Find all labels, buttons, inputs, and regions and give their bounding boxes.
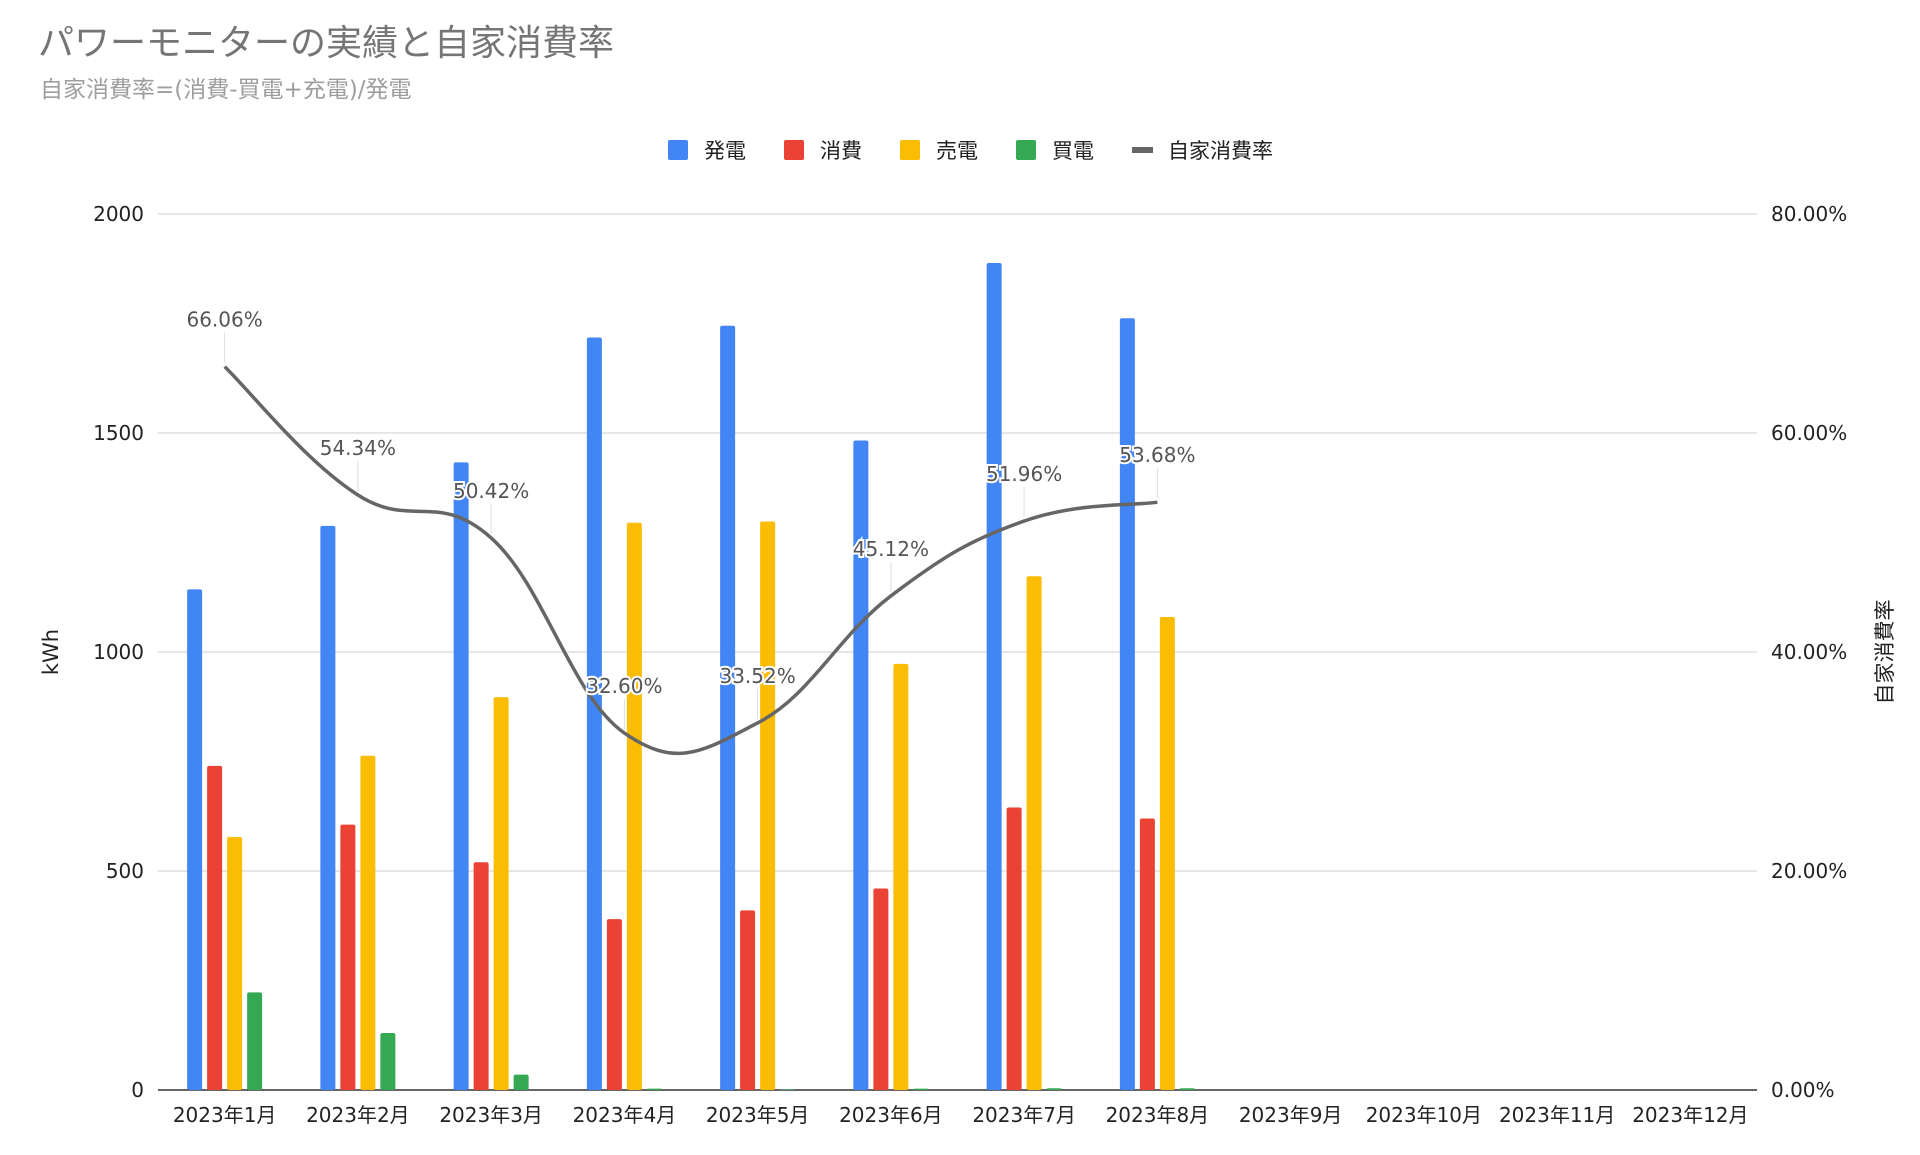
bar-買電 [913,1088,929,1090]
legend-label: 発電 [704,139,746,163]
bar-売電 [626,522,642,1090]
data-labels: 66.06% 54.34% 50.42% 32.60% 33.52% 45.12% 51.9… [184,306,1198,730]
x-tick-label: 2023年5月 [706,1103,810,1127]
bar-売電 [893,663,909,1090]
bar-発電 [586,337,602,1090]
x-tick-label: 2023年1月 [173,1103,277,1127]
bar-買電 [646,1088,662,1090]
bar-買電 [247,992,263,1090]
data-label: 50.42% [453,479,529,503]
legend-label: 自家消費率 [1168,139,1273,163]
data-label: 45.12% [853,537,929,561]
bar-売電 [760,521,776,1090]
legend-label: 買電 [1052,139,1094,163]
legend-label: 売電 [936,139,978,163]
bar-消費 [1006,807,1022,1090]
y-tick-label: 1000 [93,640,144,664]
y-axis-title: kWh [39,629,63,675]
bar-発電 [853,440,869,1090]
x-tick-label: 2023年6月 [839,1103,943,1127]
bar-消費 [340,824,356,1090]
legend: 発電 消費 売電 買電 自家消費率 [668,139,1273,163]
axes: 0 500 1000 1500 2000 0.00% 20.00% 40.00% 60.00% 8… [39,202,1897,1127]
y2-axis-title: 自家消費率 [1873,600,1897,705]
data-label: 32.60% [586,674,662,698]
x-tick-label: 2023年11月 [1499,1103,1615,1127]
bar-発電 [187,589,203,1090]
bar-売電 [493,697,509,1090]
bar-消費 [740,910,756,1090]
bar-買電 [513,1074,529,1090]
data-label: 66.06% [186,308,262,332]
y2-tick-label: 20.00% [1771,859,1847,883]
data-label: 51.96% [986,462,1062,486]
y2-tick-label: 40.00% [1771,640,1847,664]
data-label: 53.68% [1119,443,1195,467]
y2-tick-label: 0.00% [1771,1078,1835,1102]
bar-消費 [606,919,622,1090]
x-tick-label: 2023年12月 [1632,1103,1748,1127]
y-tick-label: 500 [106,859,144,883]
y2-tick-label: 80.00% [1771,202,1847,226]
legend-swatch [1132,147,1153,153]
bar-売電 [1159,616,1175,1090]
legend-swatch [900,140,920,160]
bar-発電 [720,325,736,1090]
bar-売電 [227,836,243,1090]
bar-買電 [780,1089,796,1090]
bar-買電 [1046,1088,1062,1090]
legend-swatch [1016,140,1036,160]
bar-消費 [873,888,889,1090]
y-tick-label: 1500 [93,421,144,445]
bars [187,263,1195,1090]
x-tick-label: 2023年7月 [972,1103,1076,1127]
bar-買電 [1179,1088,1195,1090]
y-tick-label: 0 [131,1078,144,1102]
x-tick-label: 2023年9月 [1239,1103,1343,1127]
data-label: 54.34% [320,436,396,460]
bar-消費 [1139,818,1155,1090]
line-自家消費率 [223,365,1158,756]
gridlines [158,213,1757,1091]
y-tick-label: 2000 [93,202,144,226]
bar-買電 [380,1033,396,1090]
line-series [223,365,1158,756]
data-label: 33.52% [719,664,795,688]
bar-発電 [986,263,1002,1090]
bar-発電 [453,462,469,1090]
legend-swatch [784,140,804,160]
bar-消費 [207,765,223,1090]
bar-発電 [320,525,336,1090]
bar-発電 [1119,318,1135,1090]
chart-subtitle: 自家消費率=(消費-買電+充電)/発電 [40,77,412,103]
legend-swatch [668,140,688,160]
legend-label: 消費 [820,139,862,163]
y2-tick-label: 60.00% [1771,421,1847,445]
x-tick-label: 2023年4月 [573,1103,677,1127]
x-tick-label: 2023年8月 [1106,1103,1210,1127]
chart-title: パワーモニターの実績と自家消費率 [38,23,615,64]
bar-売電 [360,755,376,1090]
x-tick-label: 2023年2月 [306,1103,410,1127]
x-tick-label: 2023年10月 [1366,1103,1482,1127]
x-tick-label: 2023年3月 [439,1103,543,1127]
bar-売電 [1026,576,1042,1090]
bar-消費 [473,862,489,1090]
